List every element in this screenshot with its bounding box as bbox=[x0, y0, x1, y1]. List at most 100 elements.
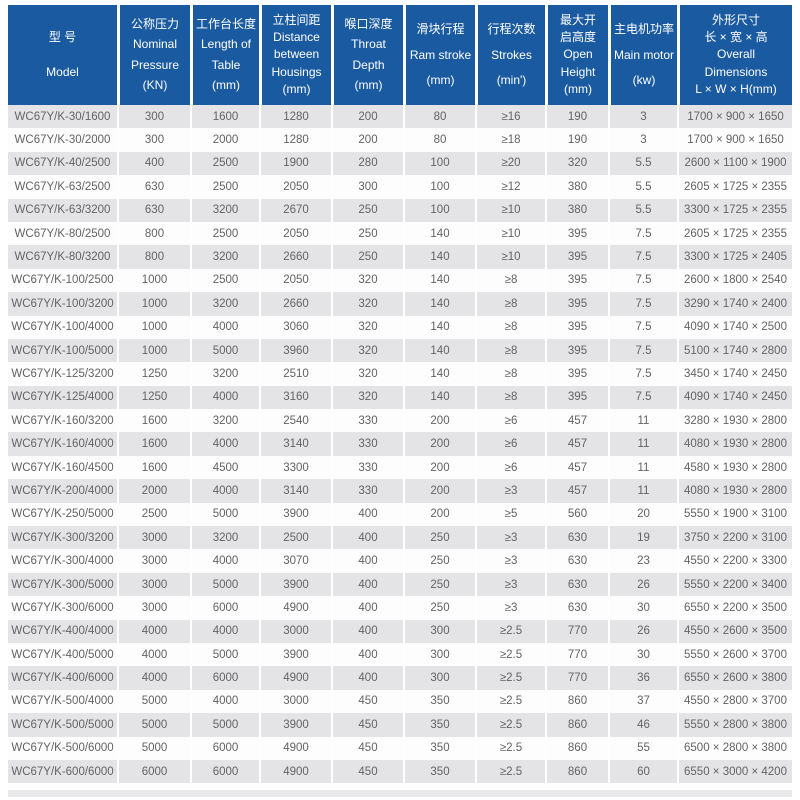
cell-model: WC67Y/K-400/5000 bbox=[8, 642, 117, 667]
cell-nominal-pressure: 3000 bbox=[117, 572, 190, 597]
cell-overall-dimensions: 4090 × 1740 × 2450 bbox=[677, 385, 792, 410]
cell-main-motor: 5.5 bbox=[608, 175, 677, 199]
table-row: WC67Y/K-250/5000 2500 5000 3900 400 200 ≥5 560 2… bbox=[8, 502, 792, 527]
column-header-lines: 喉口深度 Throat Depth (mm) bbox=[334, 5, 403, 105]
cell-main-motor: 7.5 bbox=[608, 221, 677, 246]
cell-throat-depth: 400 bbox=[331, 572, 403, 597]
cell-model: WC67Y/K-250/5000 bbox=[8, 502, 117, 527]
cell-strokes: ≥6 bbox=[475, 432, 545, 456]
cell-strokes: ≥12 bbox=[475, 175, 545, 199]
cell-model: WC67Y/K-160/3200 bbox=[8, 409, 117, 433]
cell-housing-distance: 3140 bbox=[259, 479, 331, 503]
cell-main-motor: 30 bbox=[608, 596, 677, 620]
cell-throat-depth: 320 bbox=[331, 338, 403, 363]
header-line: Ram stroke bbox=[409, 47, 472, 62]
cell-ram-stroke: 200 bbox=[403, 479, 475, 503]
cell-nominal-pressure: 400 bbox=[117, 151, 190, 176]
cell-ram-stroke: 200 bbox=[403, 502, 475, 527]
cell-housing-distance: 2540 bbox=[259, 409, 331, 433]
header-line: (KN) bbox=[142, 78, 168, 93]
header-line: 喉口深度 bbox=[344, 16, 393, 31]
header-line: Distance bbox=[273, 30, 320, 45]
cell-ram-stroke: 250 bbox=[403, 596, 475, 620]
cell-strokes: ≥3 bbox=[475, 526, 545, 550]
table-row: WC67Y/K-100/4000 1000 4000 3060 320 140 ≥8 395 7… bbox=[8, 315, 792, 339]
cell-nominal-pressure: 630 bbox=[117, 175, 190, 199]
cell-strokes: ≥10 bbox=[475, 221, 545, 246]
cell-table-length: 4000 bbox=[190, 549, 259, 573]
press-brake-spec-table: 型 号 Model 公称压力 Nominal Pressure (KN) 工作台长度 Leng… bbox=[8, 5, 792, 784]
cell-overall-dimensions: 4080 × 1930 × 2800 bbox=[677, 479, 792, 503]
cell-main-motor: 37 bbox=[608, 689, 677, 714]
cell-nominal-pressure: 1000 bbox=[117, 268, 190, 293]
table-row: WC67Y/K-125/4000 1250 4000 3160 320 140 ≥8 395 7… bbox=[8, 385, 792, 410]
cell-throat-depth: 320 bbox=[331, 362, 403, 386]
cell-strokes: ≥10 bbox=[475, 245, 545, 269]
cell-housing-distance: 4900 bbox=[259, 666, 331, 690]
cell-nominal-pressure: 5000 bbox=[117, 713, 190, 737]
cell-model: WC67Y/K-30/2000 bbox=[8, 128, 117, 152]
cell-ram-stroke: 300 bbox=[403, 666, 475, 690]
cell-housing-distance: 2670 bbox=[259, 198, 331, 222]
header-line: Strokes bbox=[491, 47, 532, 62]
cell-overall-dimensions: 4080 × 1930 × 2800 bbox=[677, 432, 792, 456]
cell-main-motor: 30 bbox=[608, 642, 677, 667]
table-row: WC67Y/K-300/5000 3000 5000 3900 400 250 ≥3 630 2… bbox=[8, 572, 792, 597]
cell-ram-stroke: 350 bbox=[403, 689, 475, 714]
cell-throat-depth: 300 bbox=[331, 175, 403, 199]
cell-open-height: 395 bbox=[545, 315, 608, 339]
cell-ram-stroke: 300 bbox=[403, 619, 475, 643]
header-line: (kw) bbox=[632, 73, 656, 88]
header-line: Open bbox=[563, 47, 593, 62]
column-header-housing-distance: 立柱间距 Distance between Housings (mm) bbox=[259, 5, 331, 105]
header-line: 长 × 宽 × 高 bbox=[704, 30, 768, 45]
cell-model: WC67Y/K-500/4000 bbox=[8, 689, 117, 714]
cell-model: WC67Y/K-63/3200 bbox=[8, 198, 117, 222]
cell-open-height: 320 bbox=[545, 151, 608, 176]
header-line: (mm) bbox=[426, 73, 455, 88]
cell-ram-stroke: 140 bbox=[403, 245, 475, 269]
cell-overall-dimensions: 2600 × 1100 × 1900 bbox=[677, 151, 792, 176]
table-header-row: 型 号 Model 公称压力 Nominal Pressure (KN) 工作台长度 Leng… bbox=[8, 5, 792, 105]
cell-nominal-pressure: 5000 bbox=[117, 689, 190, 714]
cell-open-height: 190 bbox=[545, 105, 608, 129]
cell-open-height: 630 bbox=[545, 572, 608, 597]
cell-open-height: 457 bbox=[545, 409, 608, 433]
header-line: 启高度 bbox=[559, 30, 596, 45]
cell-ram-stroke: 300 bbox=[403, 642, 475, 667]
header-line: (mm) bbox=[212, 78, 240, 93]
header-line: 行程次数 bbox=[487, 21, 536, 36]
cell-table-length: 3200 bbox=[190, 526, 259, 550]
cell-nominal-pressure: 4000 bbox=[117, 642, 190, 667]
cell-table-length: 6000 bbox=[190, 736, 259, 760]
cell-throat-depth: 450 bbox=[331, 759, 403, 784]
cell-nominal-pressure: 1000 bbox=[117, 315, 190, 339]
cell-housing-distance: 2660 bbox=[259, 245, 331, 269]
cell-overall-dimensions: 6550 × 3000 × 4200 bbox=[677, 759, 792, 784]
cell-open-height: 395 bbox=[545, 338, 608, 363]
cell-main-motor: 11 bbox=[608, 409, 677, 433]
cell-table-length: 4000 bbox=[190, 385, 259, 410]
cell-main-motor: 7.5 bbox=[608, 292, 677, 316]
header-line: 型 号 bbox=[48, 30, 77, 45]
cell-nominal-pressure: 300 bbox=[117, 105, 190, 129]
cell-throat-depth: 330 bbox=[331, 432, 403, 456]
cell-housing-distance: 2050 bbox=[259, 268, 331, 293]
cell-model: WC67Y/K-400/6000 bbox=[8, 666, 117, 690]
cell-housing-distance: 1900 bbox=[259, 151, 331, 176]
cell-throat-depth: 320 bbox=[331, 315, 403, 339]
cell-table-length: 3200 bbox=[190, 198, 259, 222]
column-header-lines: 滑块行程 Ram stroke (mm) bbox=[406, 5, 475, 105]
cell-model: WC67Y/K-300/3200 bbox=[8, 526, 117, 550]
column-header-lines: 工作台长度 Length of Table (mm) bbox=[193, 5, 259, 105]
cell-ram-stroke: 140 bbox=[403, 292, 475, 316]
column-header-nominal-pressure: 公称压力 Nominal Pressure (KN) bbox=[117, 5, 190, 105]
cell-table-length: 4000 bbox=[190, 315, 259, 339]
cell-housing-distance: 2660 bbox=[259, 292, 331, 316]
cell-open-height: 457 bbox=[545, 455, 608, 480]
cell-overall-dimensions: 5550 × 2200 × 3400 bbox=[677, 572, 792, 597]
header-line: 立柱间距 bbox=[272, 13, 321, 28]
cell-throat-depth: 320 bbox=[331, 385, 403, 410]
header-line: 外形尺寸 bbox=[711, 13, 760, 28]
spec-table-container: 型 号 Model 公称压力 Nominal Pressure (KN) 工作台长度 Leng… bbox=[8, 5, 792, 784]
